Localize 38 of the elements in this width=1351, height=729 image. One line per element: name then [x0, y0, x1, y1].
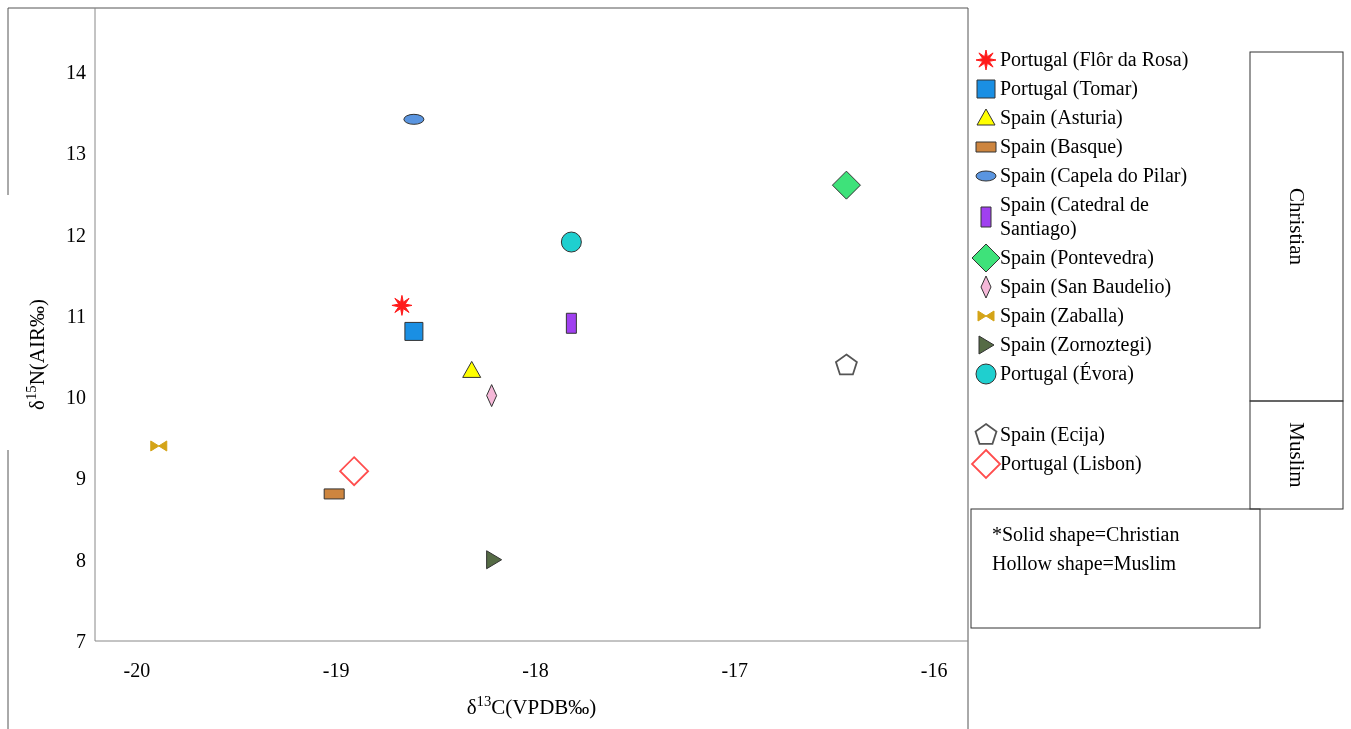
legend-label: Spain (Asturia) — [1000, 106, 1123, 129]
x-tick-label: -19 — [322, 659, 350, 681]
point — [404, 321, 424, 341]
x-axis-title: δ$^{13}$C(VPDB‰) — [466, 693, 597, 719]
x-tick-label: -18 — [522, 659, 549, 681]
legend-label: Portugal (Évora) — [1000, 362, 1134, 385]
text: Muslim — [1284, 422, 1309, 488]
y-tick-label: 10 — [66, 386, 86, 409]
text: Christian — [1284, 188, 1309, 266]
y-tick-label: 13 — [66, 142, 86, 165]
point — [835, 353, 858, 376]
point — [339, 456, 370, 487]
y-tick-label: 7 — [76, 630, 86, 652]
legend-label: Spain (Ecija) — [1000, 423, 1105, 446]
point — [462, 360, 482, 378]
point — [831, 170, 861, 200]
legend-label: Spain (San Baudelio) — [1000, 275, 1172, 298]
point — [391, 294, 413, 316]
legend-label: Spain (Zornoztegi) — [1000, 333, 1152, 356]
legend-label: Portugal (Tomar) — [1000, 77, 1139, 100]
legend-label: Spain (Capela do Pilar) — [1000, 164, 1188, 187]
legend-label: Spain (Zaballa) — [1000, 304, 1124, 327]
y-tick-label: 8 — [76, 548, 86, 571]
point — [486, 550, 503, 570]
legend-label: Spain (Basque) — [1000, 135, 1123, 158]
legend-label: Portugal (Flôr da Rosa) — [1000, 48, 1189, 71]
point — [560, 231, 582, 253]
y-tick-label: 11 — [66, 304, 86, 327]
y-tick-label: 9 — [76, 467, 86, 490]
x-tick-label: -17 — [721, 659, 749, 681]
y-tick-label: 14 — [66, 61, 86, 84]
legend-label: Spain (Catedral de Santiago) — [1000, 193, 1149, 240]
legend-label: Portugal (Lisbon) — [1000, 452, 1142, 475]
legend-label: Spain (Pontevedra) — [1000, 246, 1154, 269]
x-tick-label: -16 — [920, 659, 948, 681]
text: *Solid shape=Christian Hollow shape=Muslim — [992, 523, 1180, 575]
x-tick-label: -20 — [123, 659, 151, 681]
y-tick-label: 12 — [66, 223, 86, 246]
